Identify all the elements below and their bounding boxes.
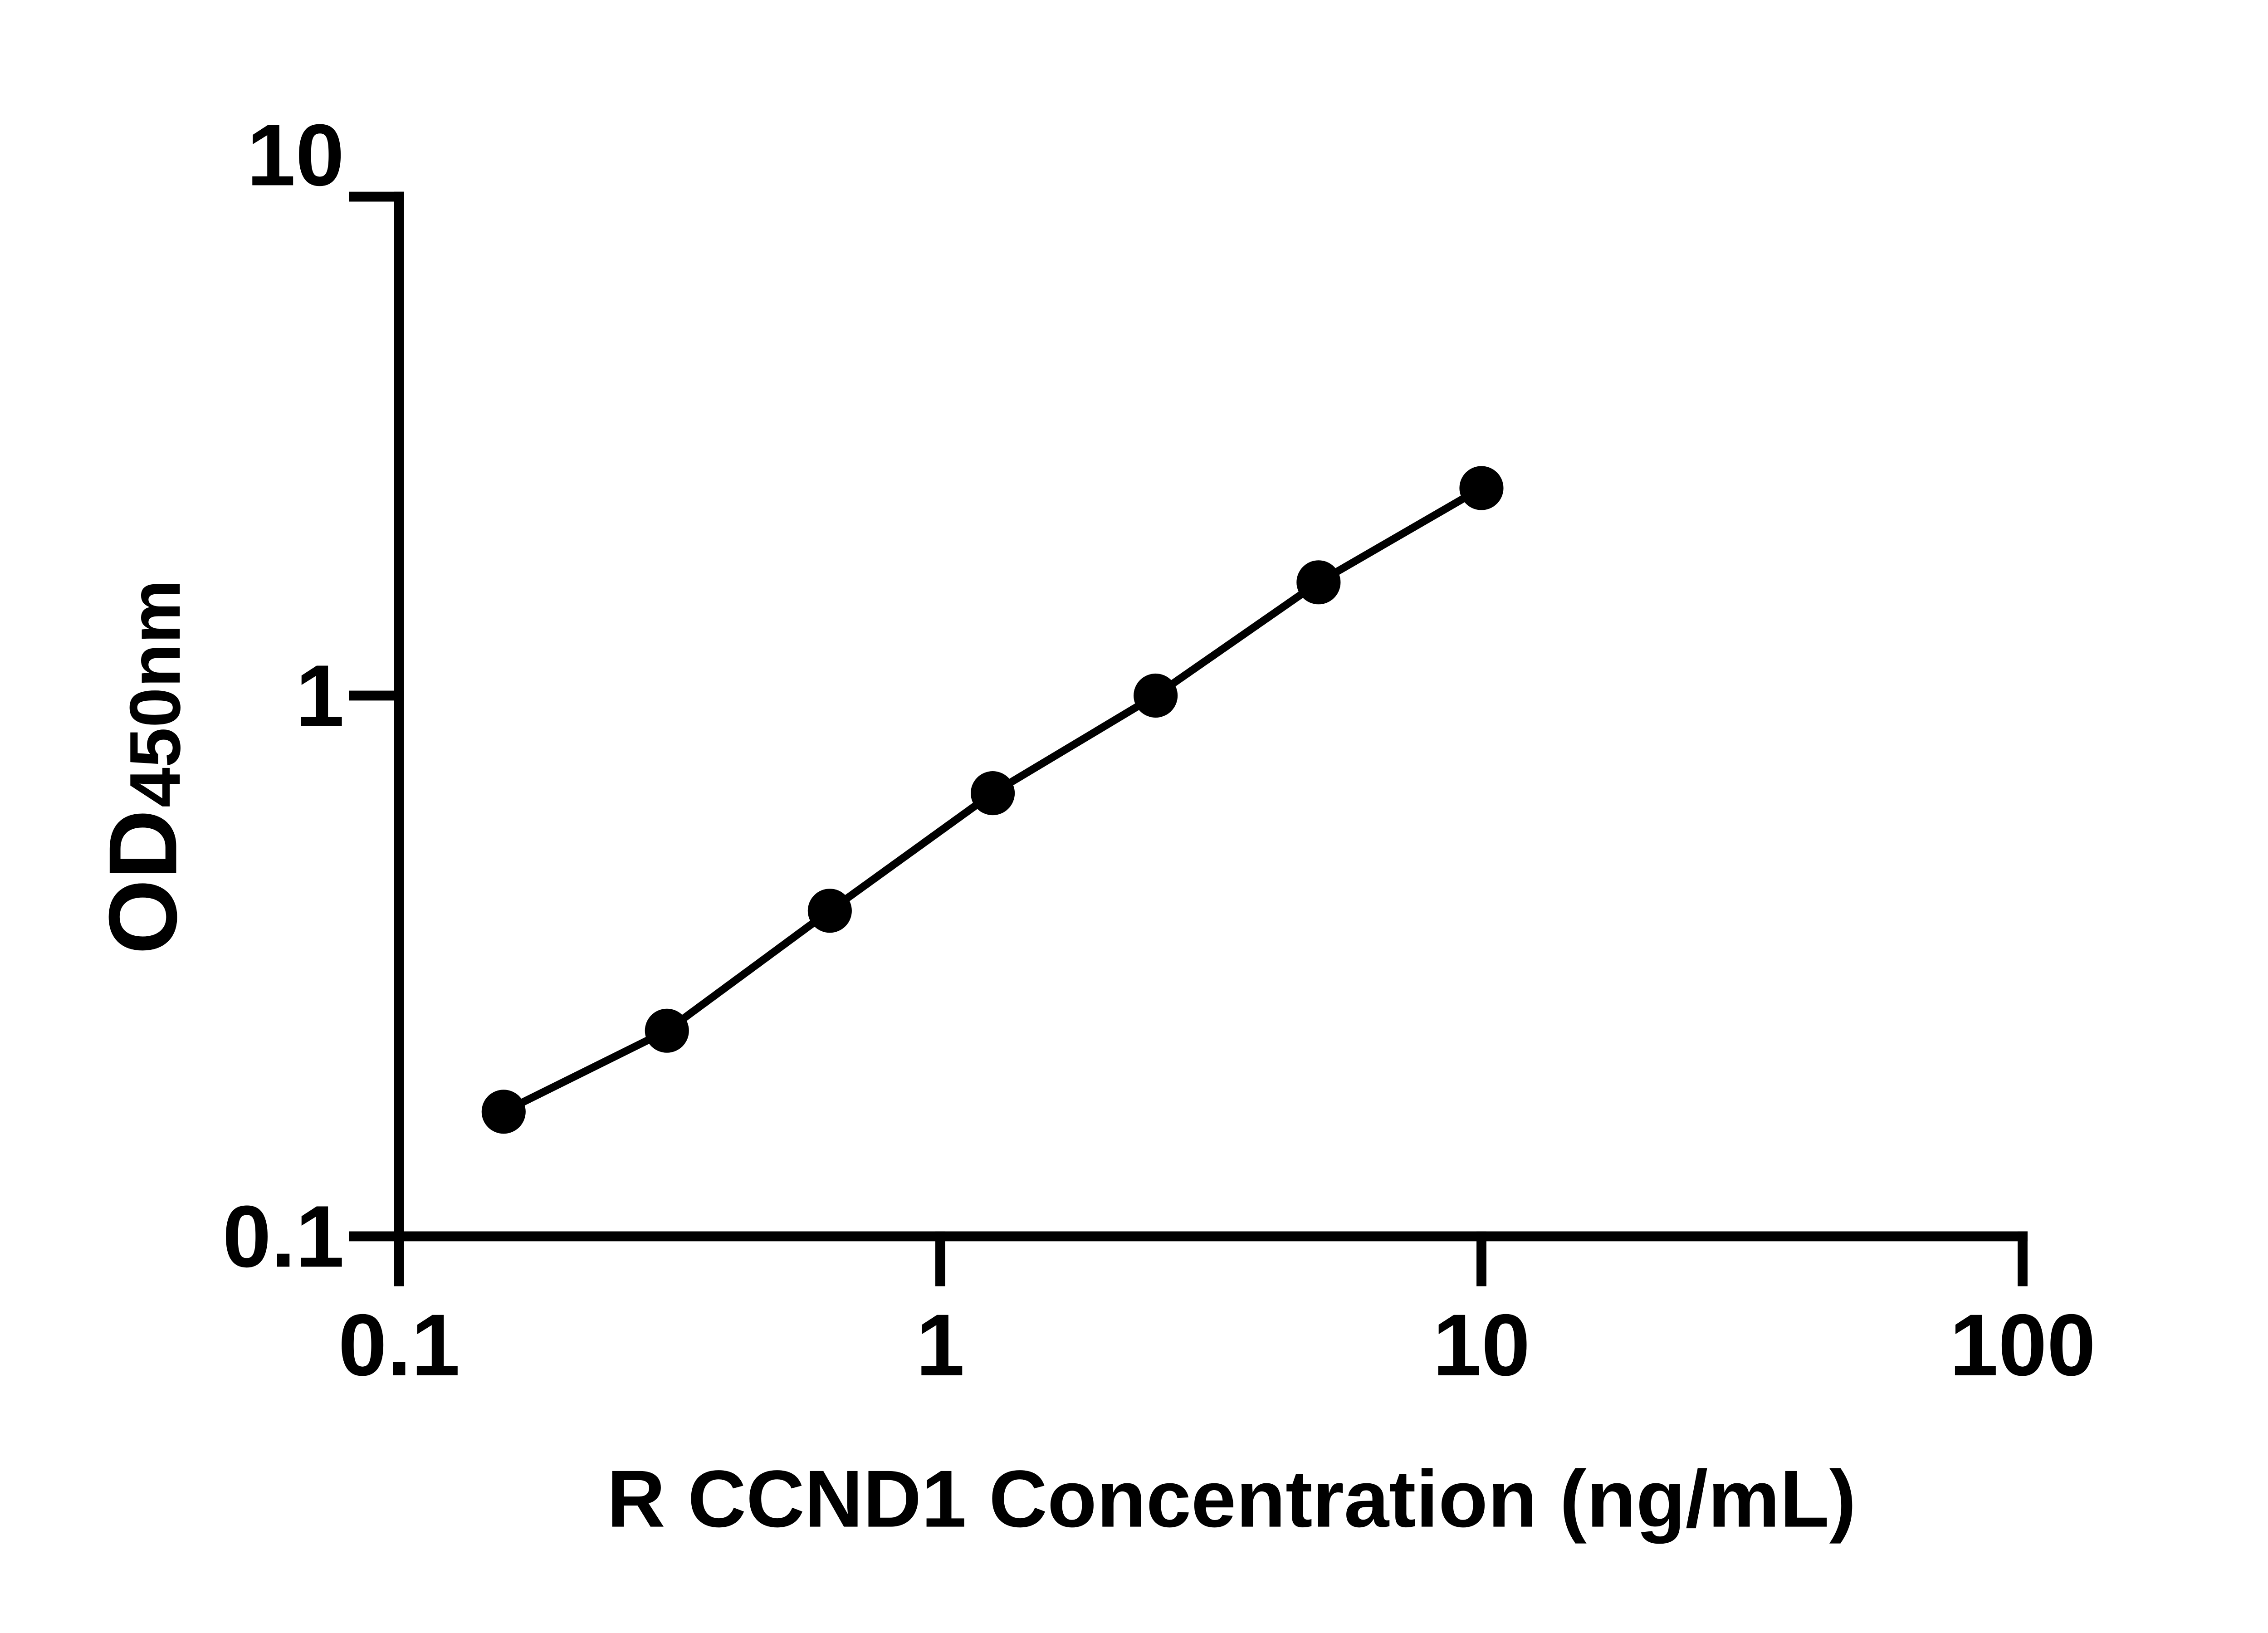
y-axis-title-main: OD bbox=[89, 810, 197, 955]
y-axis-title-subscript: 450nm bbox=[114, 580, 195, 807]
data-point-marker bbox=[807, 889, 852, 933]
data-point-marker bbox=[1296, 560, 1341, 605]
x-tick-mark bbox=[935, 1231, 945, 1286]
x-axis-ticks bbox=[394, 1231, 2028, 1286]
y-tick-mark bbox=[349, 1231, 404, 1242]
x-tick-mark bbox=[1476, 1231, 1486, 1286]
x-axis-title: R CCND1 Concentration (ng/mL) bbox=[607, 1454, 1856, 1544]
y-tick-label: 1 bbox=[296, 646, 344, 744]
y-axis-tick-labels: 10 1 0.1 bbox=[222, 106, 344, 1285]
data-point-marker bbox=[481, 1090, 526, 1134]
y-tick-mark bbox=[349, 690, 404, 701]
y-axis-line bbox=[394, 191, 404, 1242]
data-series bbox=[481, 466, 1504, 1134]
x-tick-label: 10 bbox=[1432, 1296, 1530, 1394]
x-tick-mark bbox=[394, 1231, 404, 1286]
x-tick-label: 100 bbox=[1950, 1296, 2096, 1394]
data-point-marker bbox=[1459, 466, 1504, 510]
x-tick-mark bbox=[2018, 1231, 2028, 1286]
y-tick-label: 0.1 bbox=[222, 1187, 344, 1285]
data-point-marker bbox=[1134, 673, 1178, 718]
y-tick-mark bbox=[349, 191, 404, 202]
x-axis-line bbox=[394, 1231, 2028, 1242]
y-axis-ticks bbox=[349, 191, 404, 1242]
data-point-marker bbox=[645, 1008, 689, 1053]
x-tick-label: 1 bbox=[916, 1296, 964, 1394]
x-axis-tick-labels: 0.1 1 10 100 bbox=[338, 1296, 2096, 1394]
y-axis-title: OD 450nm bbox=[89, 580, 197, 954]
y-tick-label: 10 bbox=[247, 106, 344, 204]
x-tick-label: 0.1 bbox=[338, 1296, 460, 1394]
data-point-marker bbox=[971, 771, 1015, 816]
